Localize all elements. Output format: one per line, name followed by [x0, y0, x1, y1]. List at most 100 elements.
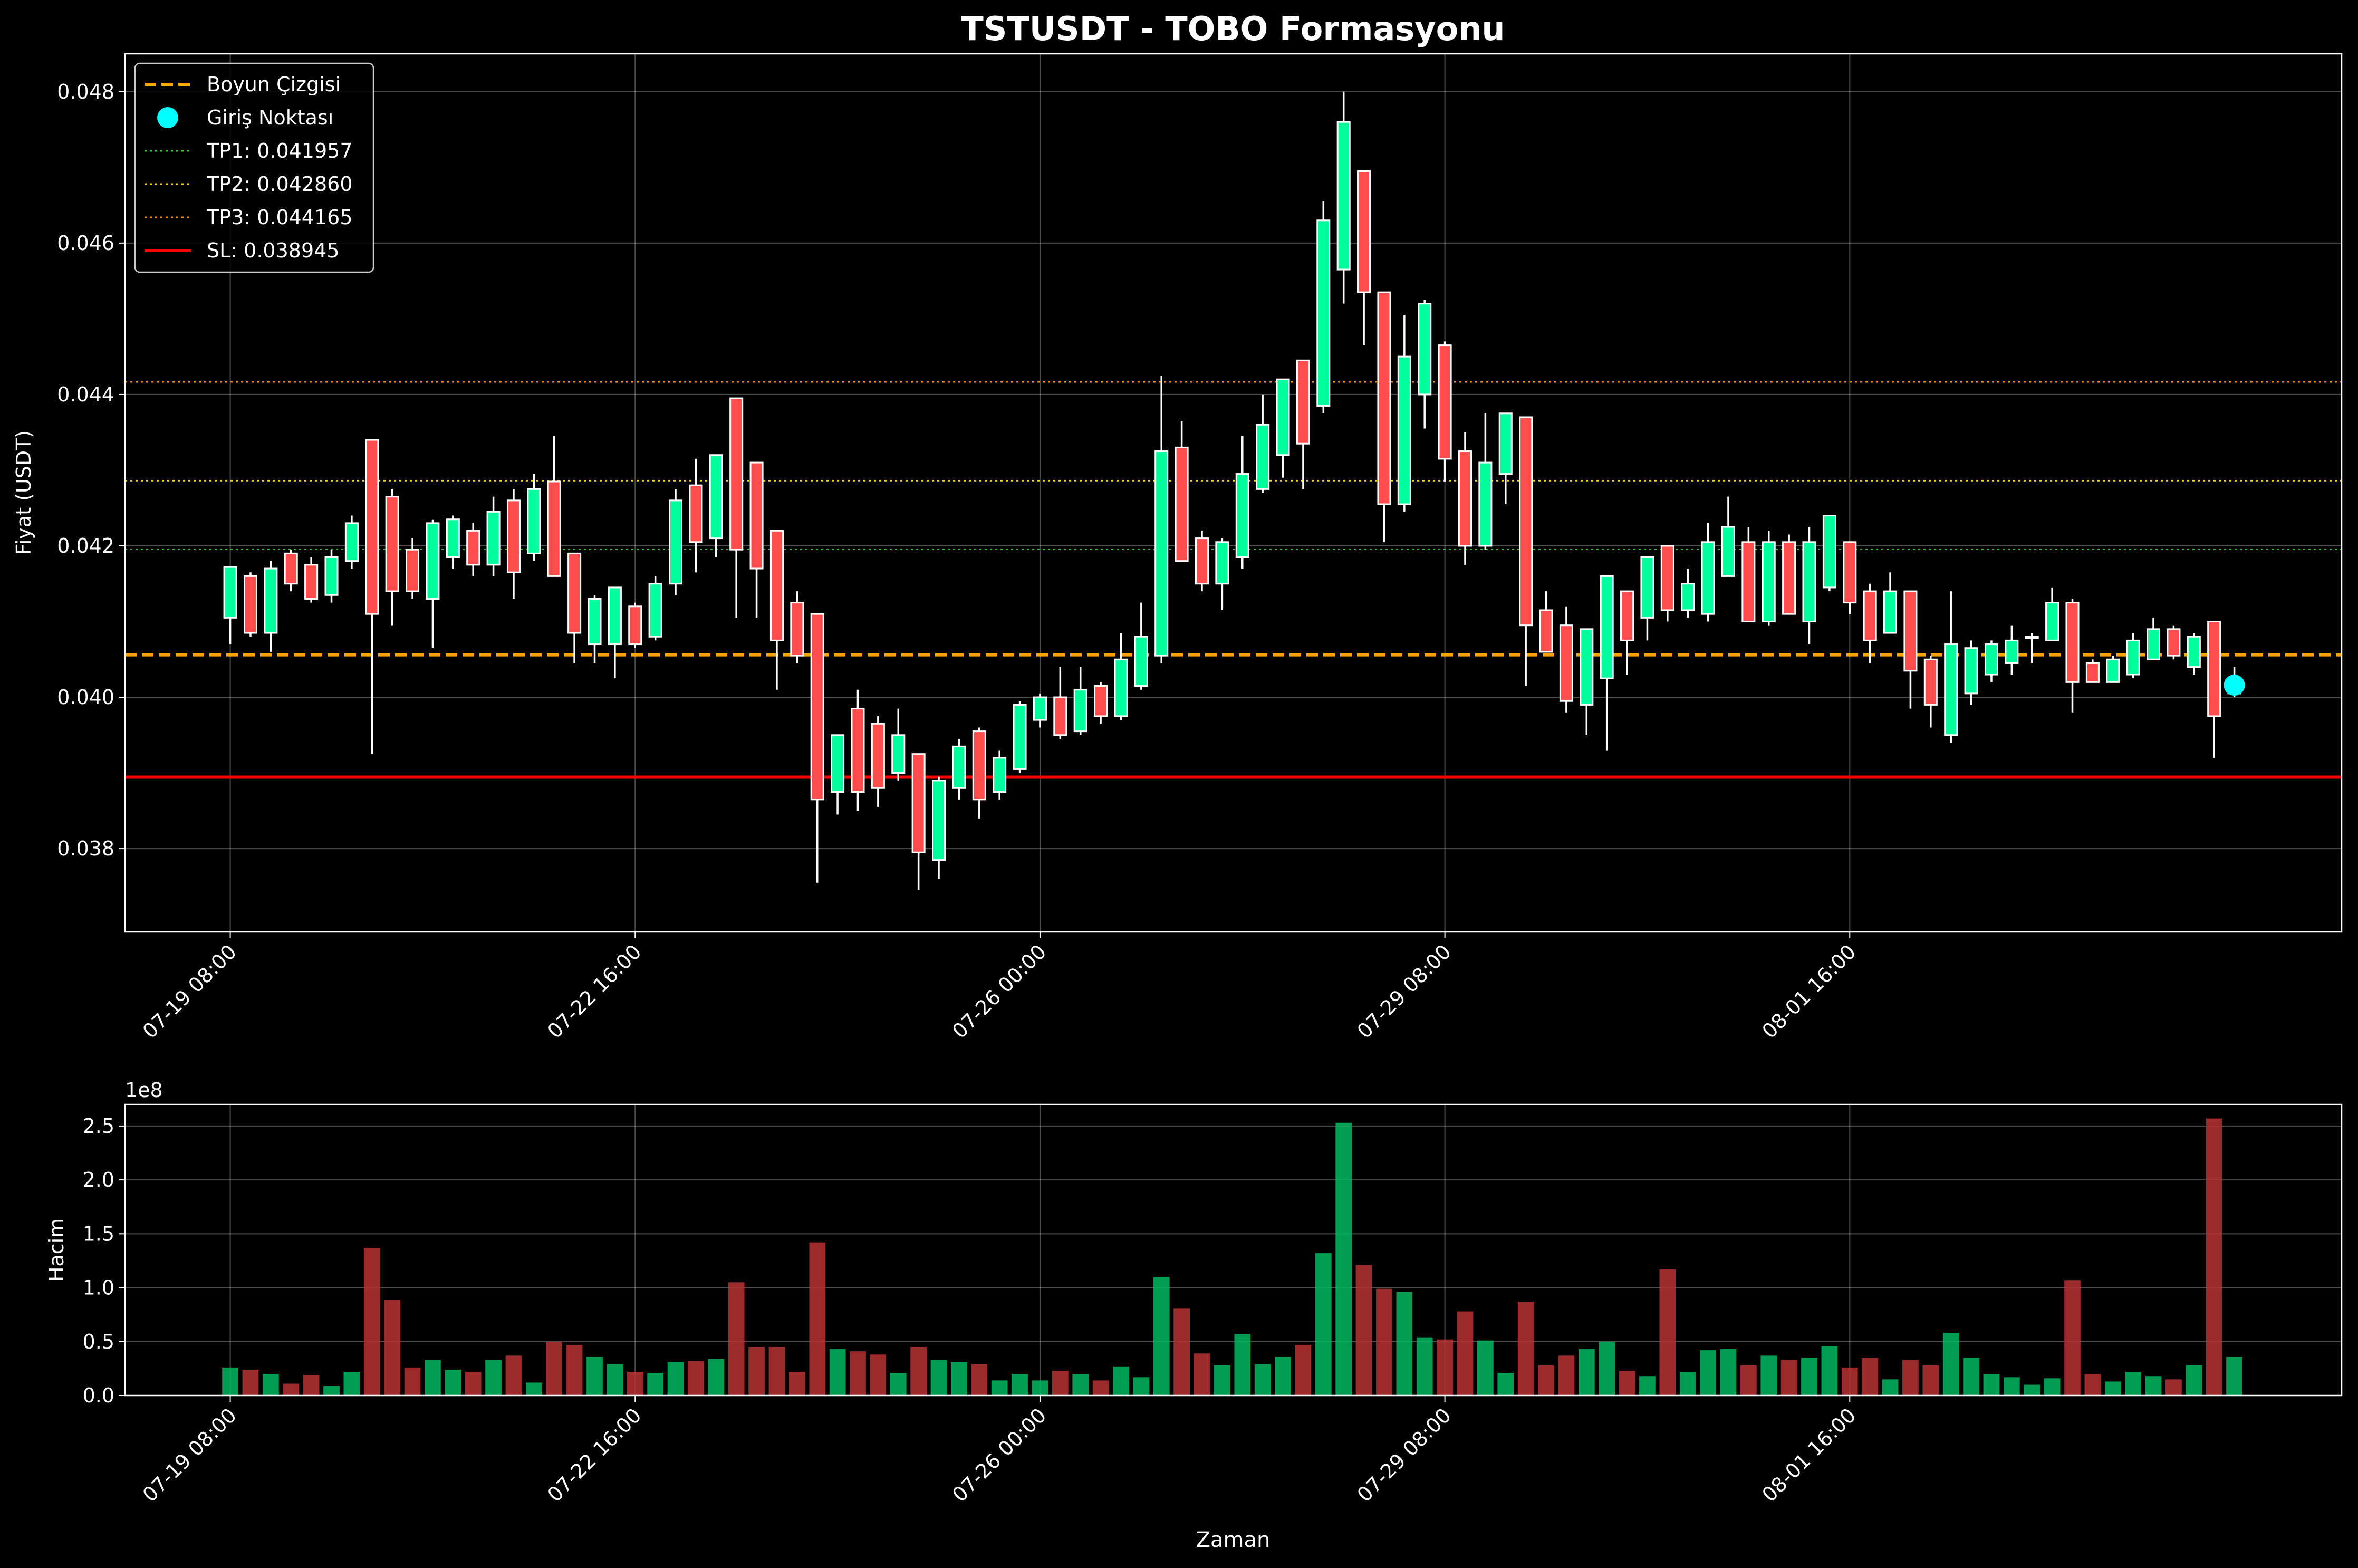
volume-y-tick-label: 2.0: [83, 1168, 114, 1191]
candle: [2005, 625, 2019, 675]
volume-bar-down: [566, 1344, 583, 1396]
legend-entry: TP2: 0.042860: [145, 172, 353, 196]
candle: [1620, 590, 1634, 675]
candle: [1782, 534, 1796, 615]
candle-body-up: [1944, 643, 1958, 736]
candle-body-down: [506, 499, 521, 573]
candle-body-down: [1620, 590, 1634, 641]
volume-bar-up: [1720, 1349, 1737, 1396]
candle-body-down: [628, 605, 642, 646]
volume-bar-down: [1517, 1302, 1534, 1396]
candle-body-up: [1802, 541, 1816, 623]
entry-point-marker: [2224, 675, 2245, 696]
volume-y-tick-label: 1.5: [83, 1222, 114, 1245]
candle: [1519, 416, 1533, 686]
candle: [1721, 496, 1735, 577]
candle-body-up: [1073, 689, 1087, 733]
volume-bar-up: [525, 1382, 542, 1396]
volume-bar-up: [2044, 1378, 2061, 1396]
candle: [1438, 341, 1452, 482]
candle: [304, 557, 319, 603]
candle-body-up: [2187, 636, 2201, 668]
volume-bar-up: [1477, 1340, 1494, 1396]
candle-body-down: [1438, 344, 1452, 460]
candle-body-down: [2207, 621, 2221, 717]
volume-y-ticks: 0.0 0.5 1.0 1.5 2.0 2.5: [83, 1114, 125, 1407]
candle-body-down: [729, 397, 744, 551]
candle-body-down: [567, 552, 582, 634]
candle: [1094, 682, 1108, 724]
volume-y-tick-label: 2.5: [83, 1114, 114, 1138]
volume-bar-down: [1862, 1358, 1879, 1396]
legend-entry-label: TP1: 0.041957: [206, 139, 353, 162]
candle: [993, 750, 1007, 800]
volume-panel: 0.00.51.01.52.02.5 07-19 08:00 07-22 16:0…: [45, 1079, 2343, 1552]
price-candles: [223, 91, 2241, 891]
candle: [1154, 376, 1169, 663]
candle: [1883, 572, 1898, 634]
volume-bar-down: [1659, 1269, 1676, 1396]
volume-bar-up: [1821, 1345, 1838, 1396]
price-y-tick-label: 0.046: [57, 232, 114, 255]
candle: [1640, 556, 1654, 641]
candle: [1701, 523, 1715, 622]
volume-bar-down: [728, 1282, 745, 1396]
candle-body-up: [1721, 526, 1735, 577]
volume-bar-up: [485, 1360, 502, 1396]
candle: [466, 523, 480, 576]
candle: [851, 689, 865, 811]
candle-body-up: [1235, 473, 1249, 559]
candle-body-down: [1053, 696, 1067, 736]
candle: [1215, 538, 1229, 610]
candle: [1256, 394, 1270, 493]
volume-bar-down: [1558, 1355, 1575, 1396]
volume-bar-up: [647, 1373, 664, 1396]
volume-bar-down: [2064, 1280, 2081, 1396]
volume-bar-down: [1173, 1308, 1190, 1396]
volume-bar-down: [1194, 1353, 1210, 1396]
candle: [486, 496, 501, 576]
candle-body-down: [466, 530, 480, 566]
volume-bar-up: [1032, 1380, 1048, 1396]
candle: [1923, 656, 1938, 728]
candle-body-down: [547, 480, 561, 577]
volume-bar-down: [1295, 1344, 1312, 1396]
volume-bar-up: [323, 1386, 340, 1396]
volume-bar-up: [1942, 1333, 1959, 1396]
volume-bar-down: [384, 1300, 401, 1396]
candle-body-up: [264, 567, 278, 634]
candle-body-down: [851, 708, 865, 793]
candle-body-down: [2167, 628, 2181, 657]
volume-bar-up: [1153, 1277, 1170, 1396]
candle-body-down: [972, 730, 986, 801]
candle: [1276, 378, 1290, 478]
candle: [608, 586, 622, 679]
candle: [1984, 640, 1998, 682]
candle-body-up: [1316, 219, 1331, 407]
volume-bar-up: [1882, 1379, 1899, 1396]
candle-body-up: [993, 757, 1007, 793]
volume-bar-down: [788, 1372, 805, 1396]
candle-body-up: [1883, 590, 1898, 634]
legend-entry: Boyun Çizgisi: [145, 73, 341, 96]
volume-bar-up: [1801, 1358, 1817, 1396]
volume-bar-up: [2226, 1357, 2242, 1396]
legend-box: [134, 62, 374, 273]
volume-bar-down: [768, 1347, 785, 1396]
candle-body-up: [2106, 658, 2120, 683]
candle-body-up: [1478, 461, 1493, 547]
volume-bar-up: [991, 1380, 1008, 1396]
volume-bar-up: [890, 1373, 907, 1396]
volume-bar-down: [363, 1247, 380, 1396]
legend-entry-label: SL: 0.038945: [207, 239, 340, 262]
candle: [1600, 575, 1614, 751]
candle: [506, 489, 521, 599]
candle-body-up: [588, 598, 602, 646]
candle: [871, 716, 885, 807]
volume-bar-up: [1760, 1355, 1777, 1396]
candle: [1195, 531, 1209, 592]
legend-entry: SL: 0.038945: [145, 239, 340, 262]
volume-bar-down: [546, 1341, 563, 1396]
volume-bar-down: [1092, 1380, 1109, 1396]
